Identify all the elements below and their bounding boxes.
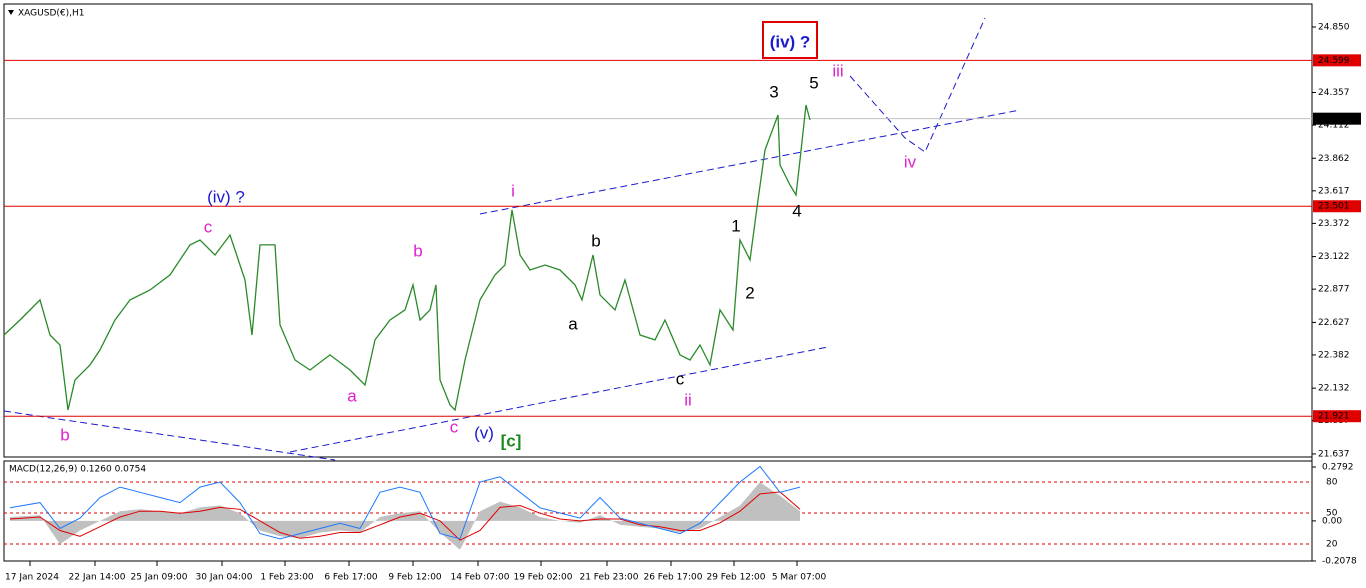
y-tick-label: 24.850 — [1318, 22, 1350, 32]
y-tick-label: 0.2792 — [1322, 463, 1354, 473]
wave-label: (iv) ? — [770, 32, 811, 51]
wave-label: 5 — [809, 73, 818, 92]
trend-line — [289, 346, 829, 453]
x-tick-label: 26 Feb 17:00 — [643, 573, 702, 583]
x-tick-label: 1 Feb 23:00 — [260, 573, 314, 583]
y-tick-label: 22.877 — [1318, 285, 1350, 295]
y-tick-label: 21.637 — [1318, 449, 1350, 459]
wave-label: 3 — [769, 82, 778, 101]
y2-tick-label: 20 — [1326, 539, 1338, 549]
y-tick-label: 23.122 — [1318, 252, 1350, 262]
oscillator-line — [9, 465, 801, 540]
menu-triangle — [8, 10, 14, 15]
level-label: 21.921 — [1318, 412, 1350, 422]
annotation-box — [762, 21, 818, 59]
x-tick-label: 5 Mar 07:00 — [772, 573, 827, 583]
price-line — [3, 104, 811, 412]
y-tick-label: -0.2078 — [1322, 557, 1357, 567]
wave-label: 2 — [745, 283, 754, 302]
trend-line — [3, 410, 336, 461]
wave-label: 4 — [792, 201, 801, 220]
wave-label: iv — [904, 152, 917, 171]
wave-label: b — [591, 231, 600, 250]
wave-label: c — [676, 369, 685, 388]
level-box — [1313, 410, 1361, 423]
y-tick-label: 22.132 — [1318, 384, 1350, 394]
x-tick-label: 17 Jan 2024 — [5, 573, 59, 583]
y-tick-label: 22.382 — [1318, 350, 1350, 360]
y-tick-label: 24.112 — [1318, 121, 1350, 131]
x-tick-label: 25 Jan 09:00 — [131, 573, 188, 583]
x-tick-label: 14 Feb 07:00 — [450, 573, 509, 583]
trend-lines — [3, 17, 1021, 461]
trend-line — [479, 109, 1021, 215]
chart-title: XAGUSD(€),H1 — [18, 9, 84, 19]
y-tick-label: 23.372 — [1318, 219, 1350, 229]
level-label: 23.501 — [1318, 202, 1350, 212]
y2-tick-label: 50 — [1326, 508, 1338, 518]
x-tick-label: 22 Jan 14:00 — [69, 573, 126, 583]
level-box — [1313, 54, 1361, 67]
x-tick-label: 29 Feb 12:00 — [706, 573, 765, 583]
signal-line — [9, 491, 801, 541]
current-price-label: 24.160 — [1318, 114, 1350, 124]
wave-label: c — [204, 217, 213, 236]
price-frame — [3, 3, 1313, 458]
wave-label: b — [413, 241, 422, 260]
wave-label: c — [450, 417, 459, 436]
macd-title: MACD(12,26,9) 0.1260 0.0754 — [9, 465, 146, 475]
y-tick-label: 23.862 — [1318, 154, 1350, 164]
wave-label: 1 — [731, 216, 740, 235]
wave-label: iii — [832, 61, 843, 80]
wave-label: i — [511, 181, 515, 200]
level-label: 24.599 — [1318, 56, 1350, 66]
wave-label: ii — [684, 390, 692, 409]
x-tick-label: 21 Feb 23:00 — [579, 573, 638, 583]
y-tick-label: 0.00 — [1322, 516, 1342, 526]
y-tick-label: 23.617 — [1318, 186, 1350, 196]
wave-label: a — [347, 386, 357, 405]
current-price-box — [1313, 112, 1361, 125]
y2-tick-label: 80 — [1326, 477, 1338, 487]
wave-label: a — [568, 314, 578, 333]
wave-label: [c] — [501, 431, 522, 450]
wave-label: (iv) ? — [207, 187, 245, 206]
wave-label: b — [60, 425, 69, 444]
projection-line — [849, 17, 986, 153]
x-tick-label: 9 Feb 12:00 — [388, 573, 442, 583]
wave-label: (v) — [474, 423, 494, 442]
y-tick-label: 22.627 — [1318, 318, 1350, 328]
y-tick-label: 24.357 — [1318, 88, 1350, 98]
level-box — [1313, 200, 1361, 213]
x-tick-label: 30 Jan 04:00 — [196, 573, 253, 583]
x-tick-label: 19 Feb 02:00 — [513, 573, 572, 583]
x-tick-label: 6 Feb 17:00 — [324, 573, 378, 583]
